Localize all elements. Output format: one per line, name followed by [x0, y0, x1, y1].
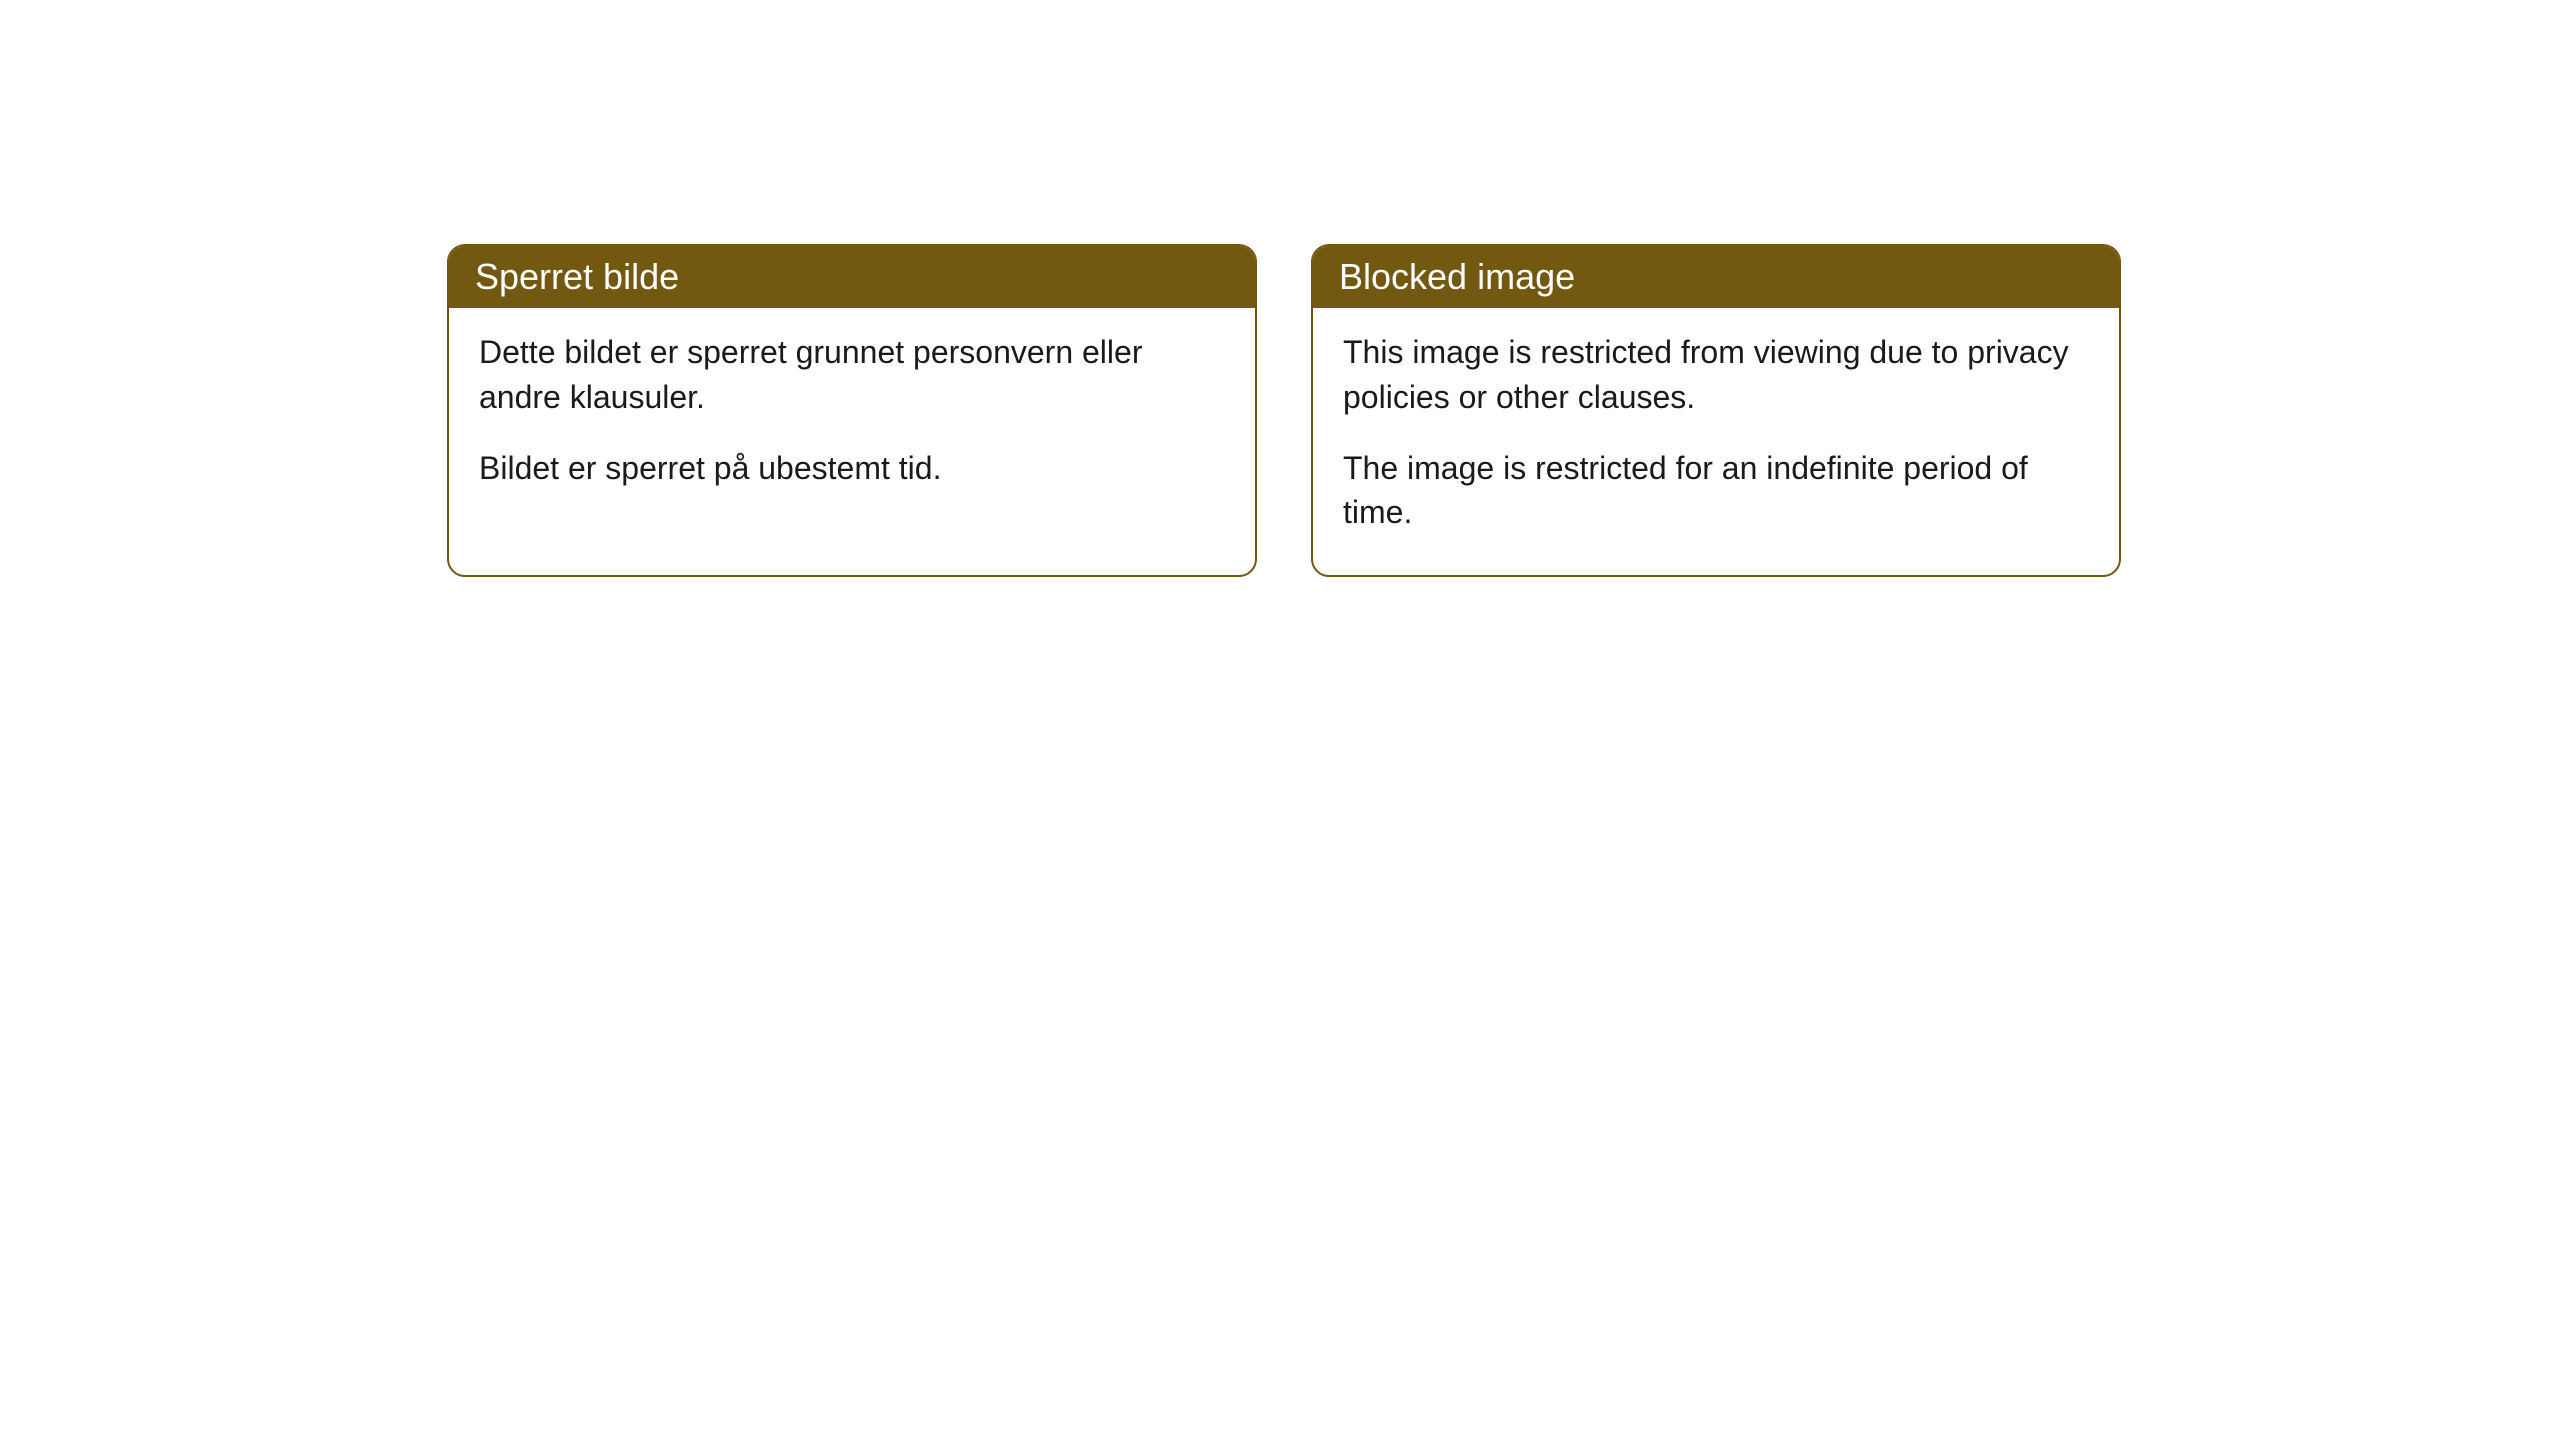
card-title: Sperret bilde — [475, 256, 679, 297]
notice-card-norwegian: Sperret bilde Dette bildet er sperret gr… — [447, 244, 1257, 577]
card-body: This image is restricted from viewing du… — [1313, 308, 2119, 575]
card-body: Dette bildet er sperret grunnet personve… — [449, 308, 1255, 530]
card-title: Blocked image — [1339, 256, 1575, 297]
card-paragraph: This image is restricted from viewing du… — [1343, 330, 2089, 420]
card-header: Sperret bilde — [449, 246, 1255, 308]
notice-card-english: Blocked image This image is restricted f… — [1311, 244, 2121, 577]
card-paragraph: Dette bildet er sperret grunnet personve… — [479, 330, 1225, 420]
notice-cards-container: Sperret bilde Dette bildet er sperret gr… — [447, 244, 2121, 577]
card-paragraph: Bildet er sperret på ubestemt tid. — [479, 446, 1225, 491]
card-header: Blocked image — [1313, 246, 2119, 308]
card-paragraph: The image is restricted for an indefinit… — [1343, 446, 2089, 536]
